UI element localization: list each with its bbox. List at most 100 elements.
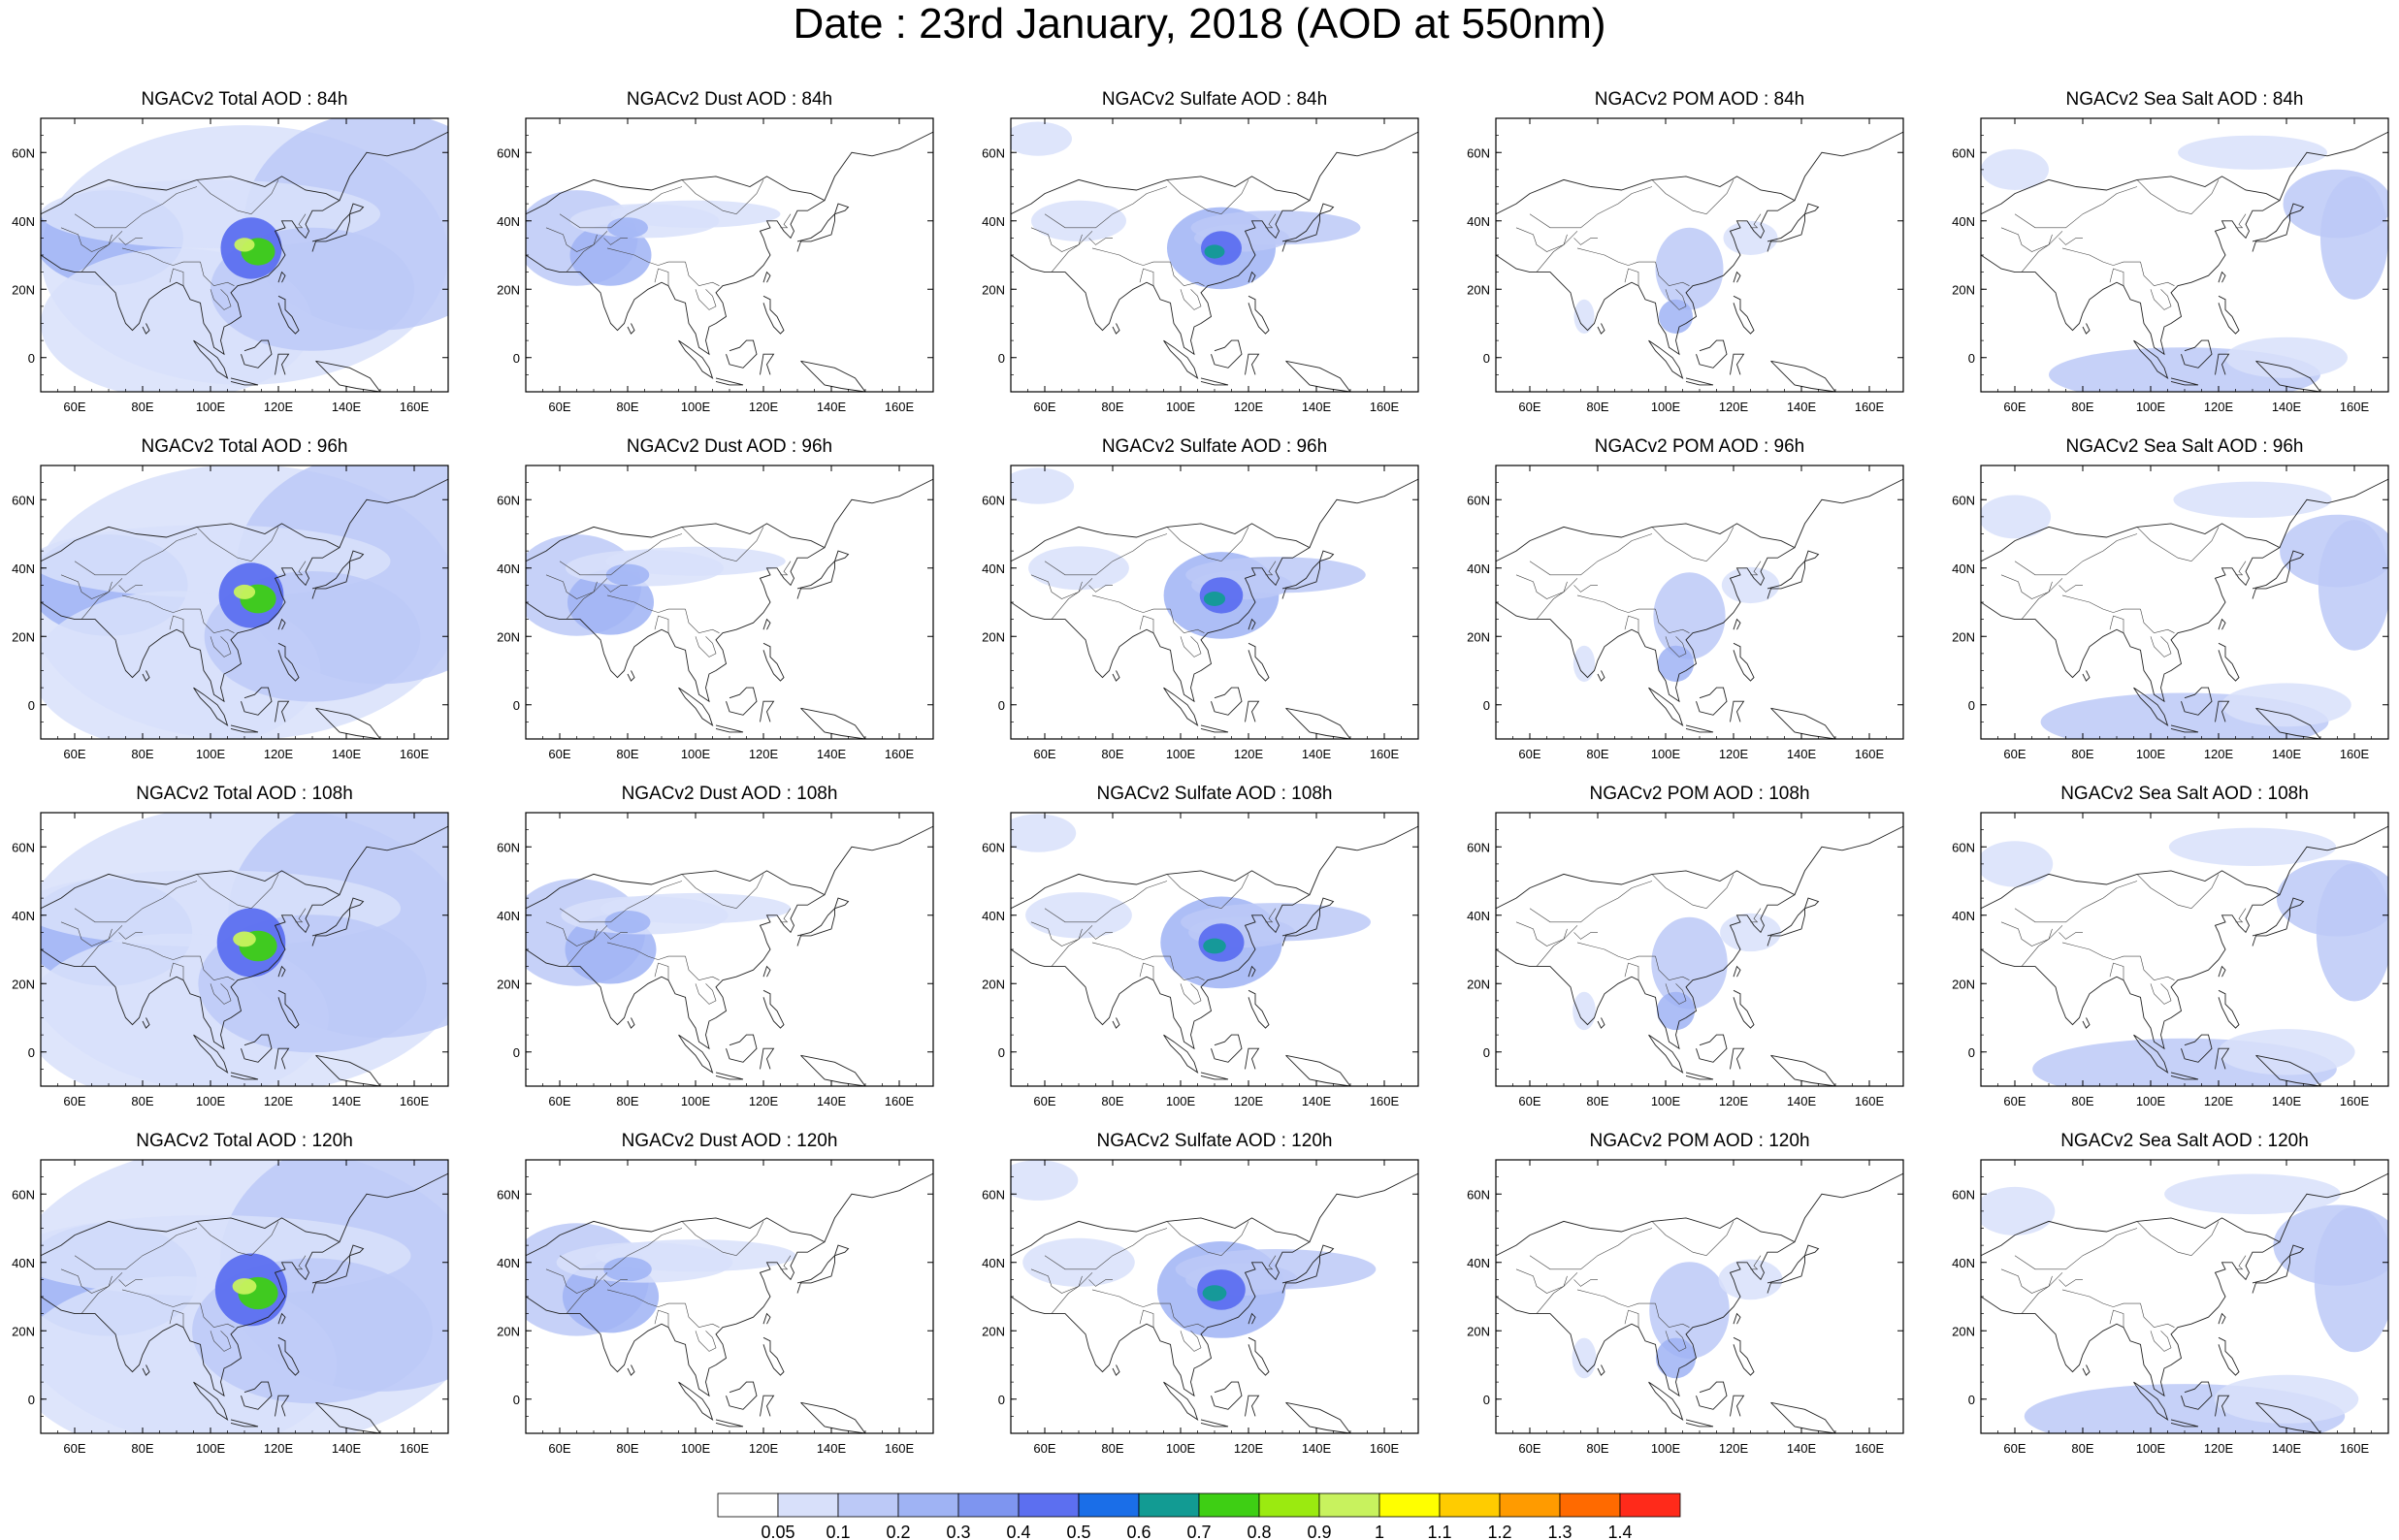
country-border	[2021, 928, 2053, 967]
y-tick-label: 0	[998, 351, 1005, 366]
panel-title: NGACv2 Dust AOD : 120h	[621, 1131, 838, 1151]
country-border	[2061, 594, 2141, 613]
x-tick-label: 60E	[63, 747, 85, 761]
x-tick-label: 80E	[616, 747, 638, 761]
y-tick-label: 60N	[497, 493, 520, 507]
country-border	[695, 1331, 717, 1352]
y-tick-label: 60N	[1952, 1187, 1975, 1202]
x-tick-label: 140E	[332, 400, 362, 414]
x-tick-label: 120E	[1234, 400, 1264, 414]
map-plot: 60E 80E 100E 120E 140E 160E 60N 40N 20N 0	[1952, 117, 2389, 414]
country-border	[685, 1303, 720, 1329]
country-border	[196, 179, 279, 215]
aod-shading	[1028, 546, 1129, 591]
coastline	[762, 295, 785, 335]
panel-title: NGACv2 Dust AOD : 84h	[626, 89, 833, 110]
aod-shading	[1981, 495, 2052, 539]
coastline	[1730, 1395, 1745, 1417]
y-tick-label: 20N	[1952, 977, 1975, 991]
country-border	[2014, 1228, 2138, 1270]
colorbar-label: 1	[1375, 1523, 1384, 1540]
country-border	[1651, 874, 1734, 910]
x-tick-label: 100E	[681, 747, 711, 761]
colorbar-swatch	[1078, 1492, 1140, 1518]
y-tick-label: 20N	[497, 629, 520, 644]
y-tick-label: 60N	[982, 1187, 1005, 1202]
x-tick-label: 60E	[548, 400, 570, 414]
colorbar-label: 0.3	[946, 1523, 970, 1540]
colorbar-swatch	[777, 1492, 839, 1518]
y-tick-label: 40N	[497, 1256, 520, 1270]
y-tick-label: 0	[998, 1045, 1005, 1060]
coastline	[311, 203, 365, 252]
x-tick-label: 60E	[1518, 747, 1540, 761]
x-tick-label: 120E	[2204, 747, 2234, 761]
coastline	[800, 1054, 866, 1086]
aod-shading	[1203, 938, 1226, 954]
aod-shading	[1572, 991, 1596, 1031]
x-tick-label: 80E	[1586, 1441, 1608, 1456]
coastline	[1011, 478, 1418, 562]
coastline	[2218, 989, 2240, 1029]
y-tick-label: 60N	[1467, 493, 1490, 507]
x-tick-label: 60E	[2003, 747, 2026, 761]
coastline	[1767, 550, 1820, 599]
coastline	[1245, 353, 1260, 375]
panel-title: NGACv2 Sulfate AOD : 84h	[1101, 89, 1328, 110]
coastline	[1496, 1172, 1903, 1257]
aod-shading	[2225, 337, 2348, 378]
coastline	[1770, 707, 1836, 739]
country-border	[2109, 268, 2124, 286]
x-tick-label: 160E	[1370, 1094, 1400, 1108]
x-tick-label: 80E	[2071, 1441, 2093, 1456]
colorbar-label: 0.2	[886, 1523, 910, 1540]
coastline	[142, 323, 150, 335]
map-plot: 60E 80E 100E 120E 140E 160E 60N 40N 20N 0	[12, 117, 449, 414]
country-border	[559, 533, 683, 576]
country-border	[210, 983, 232, 1005]
coastline	[1285, 1054, 1351, 1086]
coastline	[1248, 1336, 1270, 1376]
x-tick-label: 140E	[817, 400, 847, 414]
x-tick-label: 160E	[400, 1441, 430, 1456]
colorbar-label: 1.2	[1487, 1523, 1511, 1540]
x-tick-label: 100E	[196, 400, 226, 414]
coastline	[1597, 323, 1605, 335]
y-tick-label: 40N	[1952, 561, 1975, 576]
coastline	[1211, 1381, 1243, 1410]
country-border	[1180, 289, 1202, 310]
coastline	[1163, 1381, 1199, 1421]
x-tick-label: 60E	[1518, 1094, 1540, 1108]
y-tick-label: 20N	[1467, 629, 1490, 644]
coastline	[2255, 360, 2321, 392]
coastline	[760, 353, 775, 375]
country-border	[200, 609, 235, 634]
coastline	[1981, 825, 2388, 910]
aod-shading	[569, 224, 652, 286]
y-tick-label: 0	[998, 1393, 1005, 1407]
country-border	[1091, 247, 1171, 266]
country-border	[295, 1255, 307, 1270]
coastline	[2255, 707, 2321, 739]
country-border	[1030, 921, 1093, 946]
country-border	[196, 527, 279, 562]
aod-shading	[2178, 135, 2327, 170]
country-border	[60, 574, 123, 599]
y-tick-label: 0	[28, 1045, 35, 1060]
coastline	[627, 1364, 635, 1376]
coastline	[1248, 642, 1270, 682]
coastline	[241, 339, 273, 369]
x-tick-label: 140E	[1302, 1441, 1332, 1456]
country-border	[1536, 234, 1568, 273]
country-border	[1051, 928, 1083, 967]
coastline	[526, 1172, 933, 1257]
country-border	[1088, 932, 1113, 940]
coastline	[715, 377, 744, 386]
country-border	[681, 179, 764, 215]
country-border	[1265, 1255, 1277, 1270]
coastline	[762, 965, 771, 978]
x-tick-label: 140E	[2272, 747, 2302, 761]
country-border	[2150, 289, 2172, 310]
coastline	[142, 1364, 150, 1376]
colorbar-swatch	[1439, 1492, 1501, 1518]
